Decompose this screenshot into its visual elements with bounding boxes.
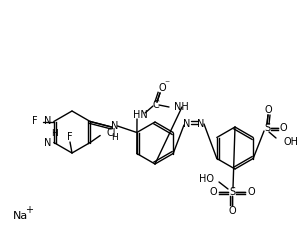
Text: OH: OH [283, 137, 298, 147]
Text: HN: HN [132, 110, 147, 120]
Text: N: N [44, 117, 52, 126]
Text: F: F [67, 132, 73, 142]
Text: H: H [111, 132, 118, 142]
Text: N: N [183, 119, 191, 129]
Text: N: N [111, 121, 118, 131]
Text: NH: NH [174, 102, 189, 112]
Text: O: O [228, 206, 236, 216]
Text: O: O [264, 105, 272, 115]
Text: N: N [197, 119, 205, 129]
Text: N: N [44, 138, 52, 148]
Text: F: F [32, 117, 38, 126]
Text: C: C [153, 100, 159, 110]
Text: S: S [264, 123, 270, 133]
Text: Na: Na [13, 211, 28, 221]
Text: +: + [25, 205, 33, 215]
Text: Cl: Cl [106, 128, 116, 139]
Text: O: O [247, 187, 255, 197]
Text: H: H [51, 129, 58, 138]
Text: ⁻: ⁻ [164, 79, 170, 89]
Text: O: O [209, 187, 217, 197]
Text: S: S [229, 187, 235, 197]
Text: O: O [158, 83, 166, 93]
Text: HO: HO [199, 174, 214, 184]
Text: O: O [279, 123, 287, 133]
